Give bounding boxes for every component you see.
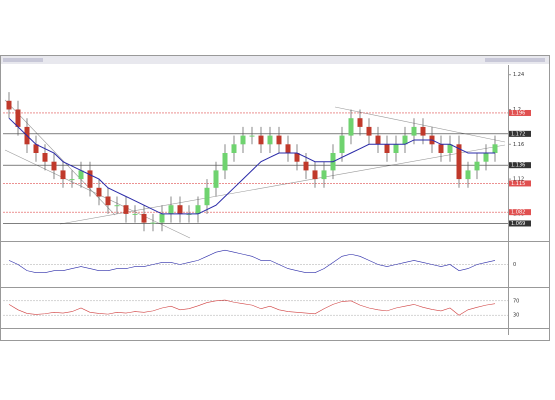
indicator-tick-label: 30 — [513, 313, 519, 319]
candle-body — [438, 144, 444, 153]
candle-body — [465, 170, 471, 180]
candle-body — [492, 144, 498, 153]
window — [0, 55, 550, 341]
candle-body — [42, 153, 48, 162]
toolbar — [1, 56, 549, 64]
moving-average — [8, 117, 495, 215]
candle-body — [285, 144, 291, 153]
y-tick-label: 1.16 — [513, 142, 524, 148]
indicator-line — [8, 299, 496, 316]
level-label: 1.136 — [511, 163, 525, 169]
candle-body — [294, 153, 300, 162]
level-label: 1.196 — [511, 110, 525, 116]
candle-body — [213, 170, 219, 188]
level-label: 1.172 — [511, 131, 525, 137]
candle-body — [276, 135, 282, 145]
candle-body — [366, 126, 372, 136]
candle-body — [87, 170, 93, 188]
candle-body — [393, 144, 399, 153]
candle-body — [195, 205, 201, 214]
candle-body — [33, 144, 39, 153]
y-tick-label: 1.24 — [513, 72, 524, 78]
level-tag — [509, 162, 531, 169]
candle-body — [474, 161, 480, 171]
candle-body — [177, 205, 183, 214]
candle-body — [339, 135, 345, 153]
candle-body — [204, 187, 210, 206]
candle-body — [249, 135, 255, 137]
candle-body — [420, 126, 426, 136]
level-tag — [509, 180, 531, 187]
level-label: 1.115 — [511, 181, 525, 187]
level-tag — [509, 109, 531, 116]
toolbar-buttons[interactable] — [485, 58, 545, 62]
candle-body — [132, 213, 138, 215]
candle-body — [222, 153, 228, 171]
candle-body — [69, 179, 75, 181]
candle-body — [402, 135, 408, 145]
candle-body — [357, 118, 363, 127]
candle-body — [456, 144, 462, 180]
indicator-tick-label: 70 — [513, 298, 519, 304]
candle-body — [240, 135, 246, 145]
candle-body — [60, 170, 66, 180]
candle-body — [348, 118, 354, 136]
candle-body — [6, 100, 12, 110]
candle-body — [78, 170, 84, 180]
indicator-tick-label: 0 — [513, 262, 516, 268]
candle-body — [447, 144, 453, 153]
candle-body — [150, 222, 156, 224]
candle-body — [15, 109, 21, 127]
indicator-line — [8, 249, 496, 274]
candle-body — [114, 205, 120, 207]
candle-body — [105, 196, 111, 206]
candle-body — [159, 213, 165, 223]
level-tag — [509, 209, 531, 216]
candle-body — [312, 170, 318, 180]
candle-body — [375, 135, 381, 145]
y-tick-label: 1.12 — [513, 177, 524, 183]
candle-body — [384, 144, 390, 153]
candle-body — [321, 170, 327, 180]
level-label: 1.069 — [511, 221, 525, 227]
candle-body — [411, 126, 417, 136]
candle-body — [267, 135, 273, 145]
candle-body — [123, 205, 129, 214]
symbol-box[interactable] — [3, 58, 43, 62]
candle-body — [51, 161, 57, 171]
level-tag — [509, 220, 531, 227]
candle-body — [303, 161, 309, 171]
candle-body — [483, 153, 489, 162]
candle-body — [141, 213, 147, 223]
level-tag — [509, 130, 531, 137]
level-label: 1.082 — [511, 210, 525, 216]
candle-body — [168, 205, 174, 214]
candle-body — [231, 144, 237, 153]
candle-body — [258, 135, 264, 145]
candle-body — [96, 187, 102, 197]
